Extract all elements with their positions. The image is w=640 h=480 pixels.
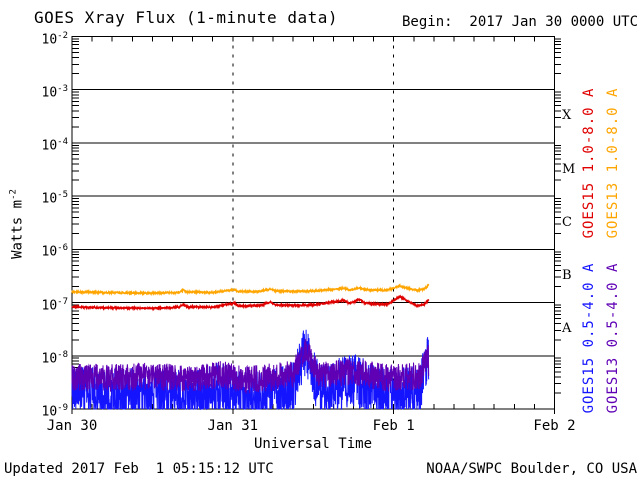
y-tick-label: 10-4 [41,136,69,154]
flare-class-label-x: X [562,108,572,124]
x-tick-label: Jan 30 [46,418,98,434]
y-tick-label: 10-9 [41,403,69,420]
legend-goes15-0-5-4-0-a: GOES15 0.5-4.0 A [581,262,597,414]
agency-credit: NOAA/SWPC Boulder, CO USA [426,461,637,477]
y-tick-label: 10-2 [41,30,69,47]
y-tick-label: 10-8 [41,349,69,367]
begin-timestamp: Begin: 2017 Jan 30 0000 UTC [402,14,639,30]
flare-class-label-m: M [562,161,576,177]
flare-class-label-c: C [562,214,572,230]
x-tick-label: Feb 1 [372,418,415,434]
legend-goes13-0-5-4-0-a: GOES13 0.5-4.0 A [605,262,621,414]
flux-trace-goes15-1-0-8-0-a [71,294,430,312]
updated-timestamp: Updated 2017 Feb 1 05:15:12 UTC [4,461,274,477]
y-tick-label: 10-3 [41,83,69,101]
flux-trace-goes13-0-5-4-0-a [71,338,430,394]
x-tick-label: Feb 2 [533,418,576,434]
flux-trace-goes13-1-0-8-0-a [71,283,430,297]
plot-frame [71,36,555,410]
y-axis-title-exponent: -2 [8,189,19,200]
chart-title: GOES Xray Flux (1-minute data) [34,8,338,27]
y-tick-label: 10-6 [41,243,69,260]
legend-goes13-1-0-8-0-a: GOES13 1.0-8.0 A [605,87,621,239]
y-tick-label: 10-7 [41,296,69,313]
flare-class-label-a: A [562,321,572,337]
legend-goes15-1-0-8-0-a: GOES15 1.0-8.0 A [581,87,597,239]
x-axis-title: Universal Time [253,436,373,452]
x-tick-label: Jan 31 [207,418,259,434]
y-tick-label: 10-5 [41,190,69,207]
flare-class-label-b: B [562,267,572,283]
